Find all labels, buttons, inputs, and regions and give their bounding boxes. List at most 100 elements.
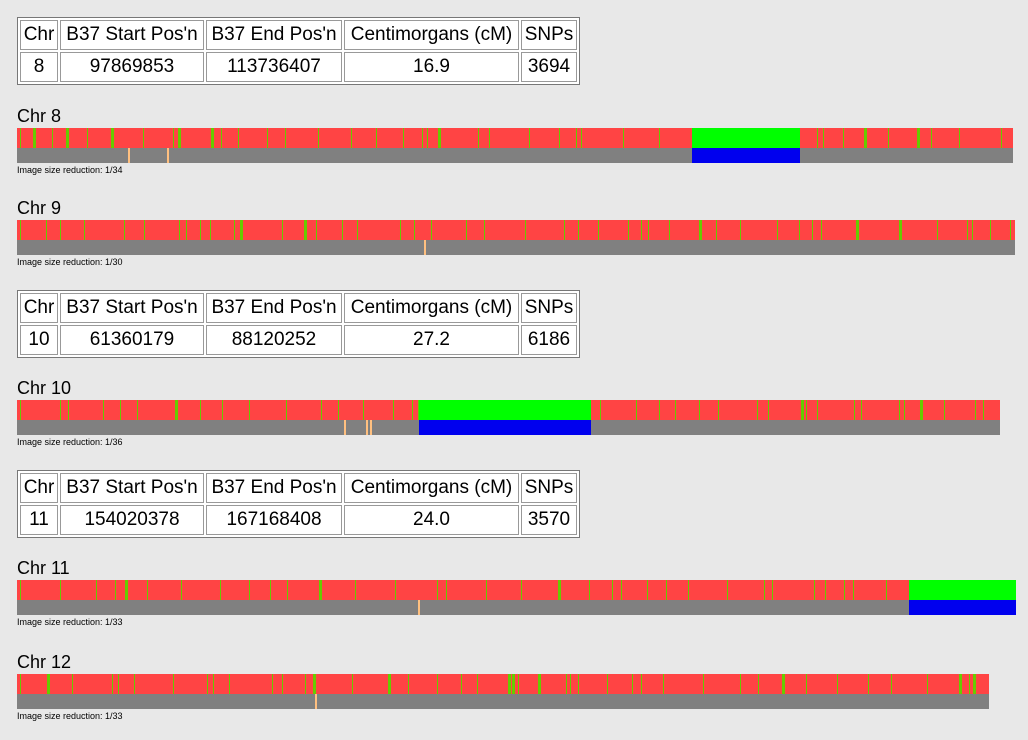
match-stripe — [716, 220, 717, 240]
match-stripe — [570, 674, 571, 694]
match-stripe — [581, 128, 582, 148]
match-stripe — [437, 674, 438, 694]
match-stripe — [178, 128, 181, 148]
match-stripe — [403, 128, 404, 148]
match-stripe — [598, 220, 599, 240]
data-cell: 154020378 — [60, 505, 204, 535]
header-row: Chr B37 Start Pos'n B37 End Pos'n Centimorg… — [20, 20, 577, 50]
match-stripe — [740, 220, 741, 240]
match-stripe — [229, 674, 230, 694]
coverage-bar — [17, 694, 989, 709]
data-cell: 97869853 — [60, 52, 204, 82]
match-stripe — [814, 580, 815, 600]
match-stripe — [812, 220, 813, 240]
header-cell: SNPs — [521, 20, 577, 50]
marker — [366, 420, 368, 435]
marker — [370, 420, 372, 435]
segment-table: Chr B37 Start Pos'n B37 End Pos'n Centimorg… — [17, 470, 580, 538]
match-stripe — [60, 220, 61, 240]
match-stripe — [525, 220, 526, 240]
match-stripe — [518, 674, 519, 694]
match-stripe — [740, 674, 741, 694]
match-stripe — [20, 400, 21, 420]
match-stripe — [688, 580, 689, 600]
match-segment — [909, 580, 1016, 600]
match-stripe — [313, 674, 316, 694]
match-stripe — [20, 220, 21, 240]
match-stripe — [899, 220, 902, 240]
match-stripe — [446, 580, 447, 600]
match-stripe — [886, 580, 887, 600]
match-stripe — [124, 220, 125, 240]
match-stripe — [888, 128, 889, 148]
match-stripe — [422, 128, 423, 148]
data-cell: 6186 — [521, 325, 577, 355]
match-stripe — [181, 580, 182, 600]
match-stripe — [647, 580, 648, 600]
data-row: 11 154020378 167168408 24.0 3570 — [20, 505, 577, 535]
match-segment-base — [909, 600, 1016, 615]
match-stripe — [576, 128, 577, 148]
match-stripe — [20, 674, 21, 694]
match-stripe — [718, 400, 719, 420]
header-cell: B37 Start Pos'n — [60, 293, 204, 323]
match-segment — [692, 128, 800, 148]
chromosome-label: Chr 9 — [17, 198, 62, 218]
data-cell: 11 — [20, 505, 58, 535]
match-stripe — [927, 674, 928, 694]
match-stripe — [1010, 220, 1011, 240]
match-stripe — [400, 220, 401, 240]
match-stripe — [437, 580, 438, 600]
match-stripe — [52, 128, 53, 148]
match-stripe — [508, 674, 511, 694]
match-stripe — [388, 674, 391, 694]
marker — [344, 420, 346, 435]
match-stripe — [222, 400, 223, 420]
match-segment-base — [692, 148, 800, 163]
chromosome-label: Chr 10 — [17, 378, 72, 398]
match-stripe — [623, 128, 624, 148]
match-stripe — [899, 400, 900, 420]
match-segment — [419, 400, 591, 420]
match-stripe — [959, 674, 962, 694]
match-stripe — [137, 400, 138, 420]
match-stripe — [844, 580, 845, 600]
match-stripe — [607, 674, 608, 694]
match-stripe — [355, 580, 356, 600]
data-cell: 113736407 — [206, 52, 342, 82]
coverage-bar — [17, 240, 1015, 255]
size-note: Image size reduction: 1/36 — [17, 437, 123, 447]
match-stripe — [484, 220, 485, 240]
match-stripe — [969, 674, 970, 694]
data-cell: 24.0 — [344, 505, 519, 535]
match-stripe — [837, 674, 838, 694]
match-stripe — [931, 128, 932, 148]
match-stripe — [817, 128, 818, 148]
marker — [424, 240, 426, 255]
chromosome-bar — [17, 674, 989, 694]
match-stripe — [612, 580, 613, 600]
coverage-bar — [17, 600, 1016, 615]
data-cell: 27.2 — [344, 325, 519, 355]
match-stripe — [147, 580, 148, 600]
match-stripe — [210, 220, 211, 240]
header-cell: Centimorgans (cM) — [344, 473, 519, 503]
match-stripe — [648, 220, 649, 240]
match-stripe — [799, 220, 800, 240]
match-stripe — [351, 128, 352, 148]
match-stripe — [566, 674, 567, 694]
match-stripe — [20, 580, 21, 600]
match-stripe — [663, 674, 664, 694]
match-stripe — [72, 674, 73, 694]
header-cell: B37 End Pos'n — [206, 293, 342, 323]
data-cell: 10 — [20, 325, 58, 355]
match-stripe — [486, 580, 487, 600]
match-stripe — [904, 400, 905, 420]
match-stripe — [768, 400, 769, 420]
match-stripe — [478, 128, 479, 148]
match-stripe — [854, 400, 855, 420]
segment-table: Chr B37 Start Pos'n B37 End Pos'n Centimorg… — [17, 17, 580, 85]
match-stripe — [213, 674, 214, 694]
match-stripe — [521, 580, 522, 600]
match-stripe — [801, 400, 804, 420]
